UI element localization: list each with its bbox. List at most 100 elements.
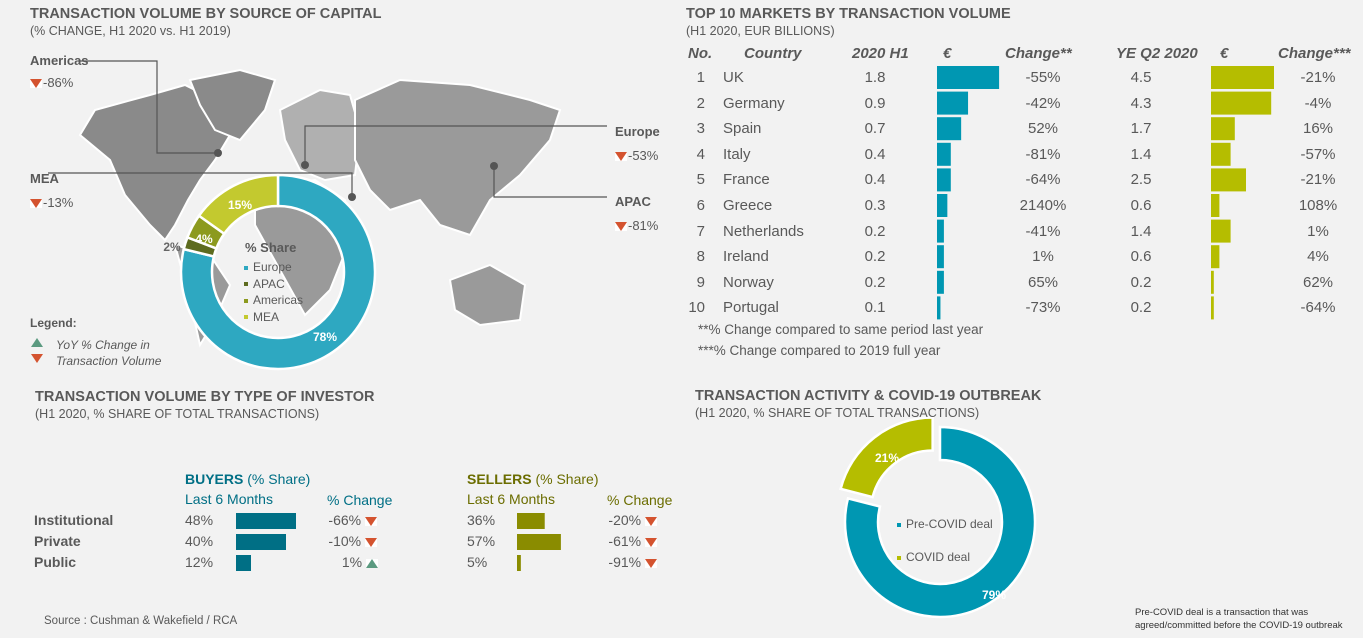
marker-americas (214, 149, 222, 157)
bar-ye (1211, 219, 1231, 243)
bar-ye (1211, 142, 1231, 166)
cell-change_ye: 1% (1307, 222, 1329, 240)
buyers-col2: % Change (327, 492, 393, 508)
investor-category: Private (34, 533, 81, 549)
sellers-change: -91% (608, 554, 642, 570)
buyers-change: -10% (328, 533, 362, 549)
region-label-americas: Americas (30, 53, 89, 68)
bar-h1 (937, 270, 944, 294)
map-greenland (188, 68, 277, 142)
covid-legend: Pre-COVID deal COVID deal (897, 508, 993, 574)
legend-text: YoY % Change in Transaction Volume (56, 338, 162, 368)
cell-change: -42% (1025, 94, 1061, 112)
cell-no: 1 (696, 69, 705, 86)
bar-h1 (937, 194, 948, 217)
cell-country: Spain (723, 120, 762, 138)
cell-change: 52% (1027, 120, 1059, 138)
region-label-apac: APAC (615, 194, 651, 209)
slice-label: 4% (195, 232, 213, 246)
cell-no: 2 (696, 94, 705, 112)
bar-ye (1211, 245, 1220, 269)
cell-change_ye: -57% (1300, 145, 1336, 163)
donut-slice-mea (197, 173, 280, 236)
cell-no: 10 (688, 299, 705, 317)
covid-donut: 79% 21% (839, 416, 1037, 619)
slice-label: 15% (228, 198, 252, 212)
capital-subtitle: (% CHANGE, H1 2020 vs. H1 2019) (30, 24, 231, 38)
region-label-europe: Europe (615, 124, 660, 139)
region-change-mea: -13% (30, 195, 73, 210)
donut-legend-title: % Share (245, 240, 297, 255)
bar-ye (1211, 117, 1235, 141)
cell-no: 6 (696, 197, 705, 214)
sellers-change: -20% (608, 512, 642, 528)
legend-item: Pre-COVID deal (897, 508, 993, 541)
donut-slice-europe (179, 173, 377, 371)
cell-ye: 0.2 (1130, 273, 1152, 291)
donut-slice-covid-deal (839, 416, 934, 499)
legend-item: Europe (244, 259, 303, 276)
column-header: Country (744, 45, 802, 62)
legend-swatch (897, 522, 901, 527)
cell-h1: 0.4 (864, 145, 886, 163)
legend-swatch (244, 315, 248, 320)
legend-item: MEA (244, 309, 303, 326)
bar-ye (1211, 296, 1214, 320)
marker-europe (301, 161, 309, 169)
legend-item: APAC (244, 276, 303, 293)
cell-ye: 0.6 (1130, 248, 1152, 266)
covid-note: Pre-COVID deal is a transaction that was… (1135, 607, 1343, 631)
region-label-mea: MEA (30, 171, 59, 186)
cell-h1: 1.8 (864, 69, 886, 86)
capital-title: TRANSACTION VOLUME BY SOURCE OF CAPITAL (30, 6, 382, 22)
map-australia (448, 263, 527, 327)
cell-change_ye: 4% (1307, 248, 1329, 266)
bar-h1 (937, 296, 941, 320)
callout-mea (48, 172, 353, 195)
bar-ye (1211, 270, 1214, 294)
cell-change: 1% (1032, 248, 1054, 266)
cell-country: Greece (723, 197, 773, 214)
cell-change_ye: -64% (1300, 299, 1336, 317)
sellers-heading: SELLERS (% Share) (467, 471, 599, 487)
cell-country: France (723, 171, 770, 189)
market-bars (937, 66, 1274, 320)
sellers-col2: % Change (607, 492, 673, 508)
cell-country: Netherlands (723, 222, 804, 240)
cell-change: 2140% (1019, 197, 1067, 214)
cell-h1: 0.3 (864, 197, 886, 214)
down-triangle-icon (615, 222, 627, 232)
cell-change: -64% (1025, 171, 1061, 189)
legend-swatch (897, 555, 901, 560)
cell-country: Portugal (723, 299, 779, 317)
capital-donut: 78% 2% 4% 15% (163, 173, 377, 371)
callout-apac (493, 166, 607, 198)
slice-label: 79% (982, 588, 1006, 602)
column-header: € (943, 45, 952, 62)
bar-h1 (937, 66, 1000, 89)
callout-americas (78, 60, 218, 154)
down-triangle-icon (30, 199, 42, 209)
cell-h1: 0.9 (864, 94, 886, 112)
investor-category: Institutional (34, 512, 114, 528)
cell-change: -41% (1025, 222, 1061, 240)
sellers-bar (517, 555, 521, 571)
bar-h1 (937, 219, 944, 243)
cell-change_ye: 62% (1302, 273, 1334, 291)
column-header: YE Q2 2020 (1116, 45, 1198, 62)
cell-ye: 4.5 (1130, 69, 1152, 86)
cell-country: Norway (723, 273, 774, 291)
buyers-share: 40% (185, 533, 214, 549)
buyers-bar (236, 555, 251, 571)
covid-title: TRANSACTION ACTIVITY & COVID-19 OUTBREAK (695, 388, 1042, 404)
down-triangle-icon (645, 516, 657, 526)
markets-subtitle: (H1 2020, EUR BILLIONS) (686, 24, 835, 38)
sellers-share: 5% (467, 554, 488, 570)
marker-mea (348, 193, 356, 201)
slice-label: 78% (313, 330, 337, 344)
legend-swatch (244, 265, 248, 270)
buyers-heading: BUYERS (% Share) (185, 471, 311, 487)
buyers-change: 1% (341, 554, 363, 570)
legend-item: COVID deal (897, 541, 993, 574)
sellers-col1: Last 6 Months (467, 491, 555, 507)
